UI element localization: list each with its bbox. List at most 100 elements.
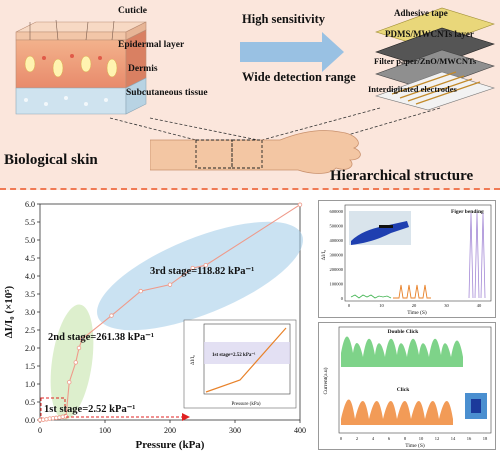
arm-illustration	[150, 130, 361, 174]
data-point	[73, 360, 78, 365]
finger-y-tick-label: 0	[341, 296, 344, 301]
data-point	[76, 345, 82, 351]
finger-y-tick-label: 400000	[330, 238, 344, 243]
feature-wide-range: Wide detection range	[242, 70, 356, 84]
glove-hand-icon	[351, 221, 409, 245]
finger-y-tick-label: 600000	[330, 209, 344, 214]
stage2-label: 2nd stage=261.38 kPa⁻¹	[48, 332, 154, 343]
caption-biological-skin: Biological skin	[4, 152, 98, 168]
device-layer-adhesive-tape: Adhesive tape	[394, 8, 448, 18]
x-tick-label: 400	[294, 426, 306, 435]
feature-high-sensitivity: High sensitivity	[242, 12, 325, 26]
finger-y-tick-label: 500000	[330, 224, 344, 229]
skin-layer-dermis: Dermis	[128, 64, 158, 74]
finger-y-tick-label: 300000	[330, 253, 344, 258]
skin-layer-subcutaneous: Subcutaneous tissue	[126, 88, 208, 98]
inset-chart: 1st stage=2.52 kPa⁻¹ Pressure (kPa) ΔI/I…	[183, 319, 297, 409]
click-x-label: Time (S)	[405, 442, 425, 449]
device-layer-pdms: PDMS/MWCNTs layer	[385, 29, 474, 39]
y-axis-label: ΔI/I₀ (×10⁵)	[3, 285, 15, 338]
y-tick-label: 0.5	[25, 398, 35, 407]
y-tick-label: 4.0	[25, 272, 35, 281]
main-chart-svg: 0.00.51.01.52.02.53.03.54.04.55.05.56.0 …	[3, 200, 306, 451]
y-tick-label: 3.0	[25, 308, 35, 317]
click-x-tick-label: 16	[467, 436, 472, 441]
x-tick-label: 100	[99, 426, 111, 435]
signal-orange	[393, 284, 431, 299]
inset-stage-label: 1st stage=2.52 kPa⁻¹	[212, 352, 256, 358]
skin-layer-cuticle: Cuticle	[118, 6, 148, 16]
inset-curve	[205, 327, 287, 393]
finger-y-label: ΔI/I₀	[321, 250, 327, 261]
finger-x-tick-label: 30	[444, 303, 449, 308]
click-x-tick-label: 14	[451, 436, 456, 441]
data-point	[80, 336, 85, 342]
finger-x-tick-label: 40	[477, 303, 482, 308]
x-tick-label: 300	[229, 426, 241, 435]
caption-hierarchical-structure: Hierarchical structure	[330, 168, 474, 184]
inset-x-label: Pressure (kPa)	[231, 402, 260, 407]
signal-purple	[468, 212, 486, 299]
inset-arrow-head	[182, 413, 190, 421]
feature-arrow-graphic	[240, 32, 344, 72]
click-x-tick-label: 18	[483, 436, 488, 441]
click-label: Click	[397, 387, 410, 393]
y-tick-label: 2.5	[25, 326, 35, 335]
click-signal	[341, 399, 453, 425]
inset-y-label: ΔI/I₀	[191, 355, 196, 365]
data-point	[167, 282, 173, 287]
y-tick-label: 1.0	[25, 380, 35, 389]
y-tick-label: 5.5	[25, 218, 35, 227]
y-tick-label: 4.5	[25, 254, 35, 263]
finger-x-label: Time (S)	[407, 309, 427, 316]
finger-x-tick-label: 20	[412, 303, 417, 308]
data-point	[203, 262, 208, 268]
double-click-signal	[341, 336, 463, 367]
device-layer-electrodes: Interdigitated electrodes	[368, 84, 457, 94]
y-tick-label: 2.0	[25, 344, 35, 353]
click-x-tick-label: 12	[435, 436, 440, 441]
finger-x-tick-label: 10	[379, 303, 384, 308]
click-x-tick-label: 4	[372, 436, 375, 441]
click-chart: Double Click Click 0 2 4 6 8 10 12 14 16 18 Time …	[322, 326, 492, 449]
y-tick-label: 6.0	[25, 200, 35, 209]
data-point	[109, 313, 114, 318]
top-schematic-panel: Cuticle Epidermal layer Dermis Subcutane…	[0, 0, 500, 190]
finger-bending-panel: 600000 500000 400000 300000 200000 100000 0 0 1…	[318, 200, 496, 318]
click-panel: Double Click Click 0 2 4 6 8 10 12 14 16 18 Time …	[318, 322, 496, 450]
stage3-label: 3rd stage=118.82 kPa⁻¹	[150, 266, 254, 277]
data-point	[297, 202, 303, 207]
x-tick-label: 200	[164, 426, 176, 435]
device-layer-filter-paper: Filter paper/ZnO/MWCNTs	[374, 56, 477, 66]
skin-layer-epidermal: Epidermal layer	[118, 40, 185, 50]
finger-y-tick-label: 100000	[330, 282, 344, 287]
y-tick-label: 5.0	[25, 236, 35, 245]
stage3-ellipse	[97, 221, 303, 331]
data-point	[138, 288, 143, 294]
finger-x-tick-label: 0	[348, 303, 351, 308]
double-click-label: Double Click	[388, 329, 420, 335]
click-x-tick-label: 6	[388, 436, 391, 441]
dashed-lead-lines	[109, 107, 441, 161]
click-x-tick-label: 8	[404, 436, 407, 441]
data-point	[63, 414, 69, 419]
main-chart: 0.0 0.5 1.0 1.5 2.0 2.5 3.0 3.5 4.0 4.5 5.0 5.5 6.0 …	[0, 194, 316, 453]
finger-bending-chart: 600000 500000 400000 300000 200000 100000 0 0 1…	[321, 204, 492, 316]
y-tick-label: 0.0	[25, 416, 35, 425]
click-y-label: Current(a.u)	[322, 367, 329, 394]
data-point	[67, 379, 72, 385]
stage1-label: 1st stage=2.52 kPa⁻¹	[44, 404, 135, 415]
y-tick-label: 1.5	[25, 362, 35, 371]
signal-green	[350, 294, 392, 299]
stage2-ellipse	[50, 304, 94, 420]
x-tick-label: 0	[38, 426, 42, 435]
y-tick-label: 3.5	[25, 290, 35, 299]
click-x-tick-label: 2	[356, 436, 358, 441]
device-stack-illustration	[375, 7, 495, 111]
finger-y-tick-label: 200000	[330, 267, 344, 272]
skin-cross-section-illustration	[15, 19, 147, 115]
click-x-tick-label: 0	[340, 436, 343, 441]
data-point	[190, 265, 195, 271]
click-x-tick-label: 10	[419, 436, 424, 441]
